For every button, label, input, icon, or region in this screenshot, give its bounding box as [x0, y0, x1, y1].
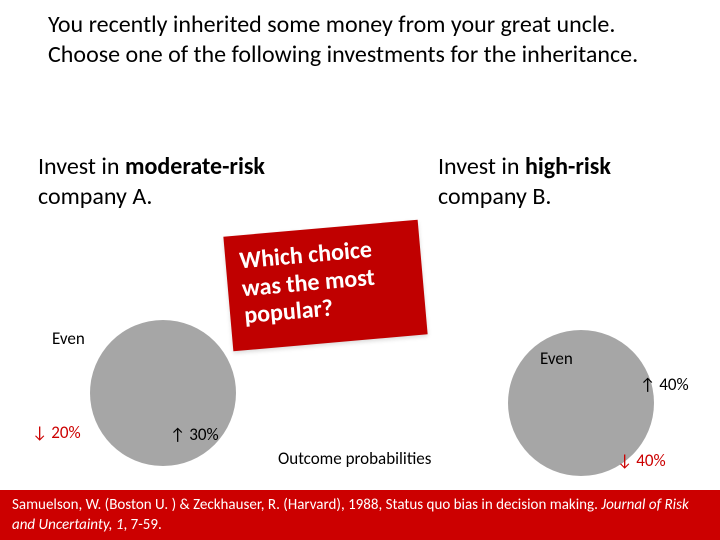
- pie-slice-label: Even: [540, 348, 573, 369]
- option-a-heading: Invest in moderate-risk company A.: [38, 152, 348, 212]
- option-b-pre: Invest in: [438, 152, 525, 181]
- option-b-post: company B.: [438, 182, 551, 211]
- option-b-heading: Invest in high-risk company B.: [438, 152, 698, 212]
- pie-slice-label: ↑ 30%: [170, 424, 219, 445]
- intro-text: You recently inherited some money from y…: [48, 10, 672, 70]
- pie-slice-label: ↑ 40%: [640, 374, 689, 395]
- pie-slice-label: Even: [52, 328, 85, 349]
- option-b-bold: high-risk: [525, 152, 611, 181]
- citation-plain: Samuelson, W. (Boston U. ) & Zeckhauser,…: [12, 496, 601, 514]
- option-a-pre: Invest in: [38, 152, 125, 181]
- option-a-post: company A.: [38, 182, 152, 211]
- option-a-bold: moderate-risk: [125, 152, 265, 181]
- callout-box: Which choice was the most popular?: [223, 220, 427, 352]
- outcome-caption: Outcome probabilities: [278, 448, 431, 469]
- pie-slice-label: ↓ 20%: [32, 422, 81, 443]
- citation-footer: Samuelson, W. (Boston U. ) & Zeckhauser,…: [0, 490, 720, 540]
- citation-tail: , 7-59.: [123, 516, 161, 534]
- pie-slice-label: ↓ 40%: [617, 450, 666, 471]
